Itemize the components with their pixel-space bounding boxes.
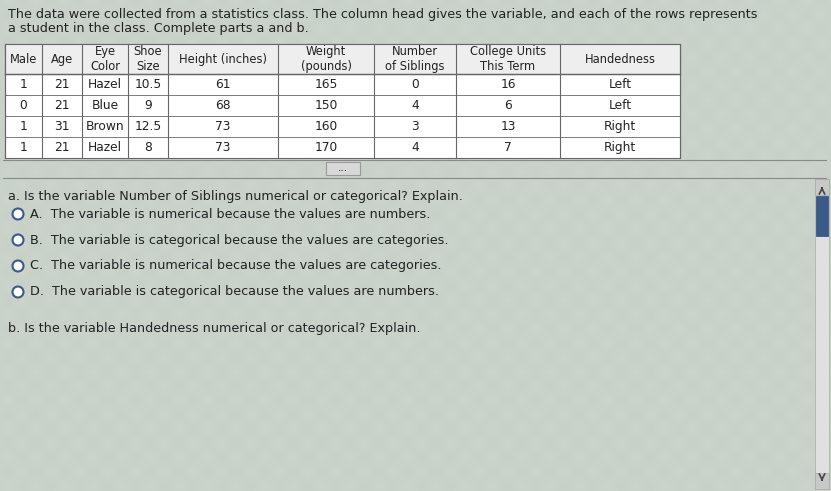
Bar <box>816 196 828 236</box>
Text: 8: 8 <box>144 141 152 154</box>
Text: D.  The variable is categorical because the values are numbers.: D. The variable is categorical because t… <box>30 285 439 299</box>
Text: Height (inches): Height (inches) <box>179 53 267 65</box>
Text: 0: 0 <box>411 78 419 91</box>
Text: 68: 68 <box>215 99 231 112</box>
Text: 0: 0 <box>20 99 27 112</box>
Text: 1: 1 <box>20 78 27 91</box>
Text: College Units
This Term: College Units This Term <box>470 45 546 73</box>
Bar <box>326 162 360 174</box>
Text: 73: 73 <box>215 141 231 154</box>
Text: The data were collected from a statistics class. The column head gives the varia: The data were collected from a statistic… <box>8 8 758 21</box>
Text: 21: 21 <box>54 141 70 154</box>
Text: a. Is the variable Number of Siblings numerical or categorical? Explain.: a. Is the variable Number of Siblings nu… <box>8 190 463 203</box>
Text: 1: 1 <box>20 141 27 154</box>
Bar <box>815 473 829 489</box>
Text: 61: 61 <box>215 78 231 91</box>
Text: 13: 13 <box>500 120 516 133</box>
Text: C.  The variable is numerical because the values are categories.: C. The variable is numerical because the… <box>30 260 441 273</box>
Text: Blue: Blue <box>91 99 119 112</box>
Text: Male: Male <box>10 53 37 65</box>
Circle shape <box>12 209 23 219</box>
Text: 160: 160 <box>314 120 337 133</box>
Text: ...: ... <box>337 163 347 173</box>
Text: Left: Left <box>608 78 632 91</box>
Text: Age: Age <box>51 53 73 65</box>
Text: Shoe
Size: Shoe Size <box>134 45 162 73</box>
Text: 10.5: 10.5 <box>135 78 161 91</box>
Bar <box>815 179 829 195</box>
Text: Number
of Siblings: Number of Siblings <box>386 45 445 73</box>
Circle shape <box>12 261 23 272</box>
Text: 21: 21 <box>54 99 70 112</box>
Text: A.  The variable is numerical because the values are numbers.: A. The variable is numerical because the… <box>30 208 430 220</box>
Text: 4: 4 <box>411 99 419 112</box>
Text: 170: 170 <box>314 141 337 154</box>
Text: Handedness: Handedness <box>584 53 656 65</box>
Text: 7: 7 <box>504 141 512 154</box>
Text: 16: 16 <box>500 78 516 91</box>
Text: a student in the class. Complete parts a and b.: a student in the class. Complete parts a… <box>8 22 309 35</box>
Text: 31: 31 <box>54 120 70 133</box>
Text: Left: Left <box>608 99 632 112</box>
Text: b. Is the variable Handedness numerical or categorical? Explain.: b. Is the variable Handedness numerical … <box>8 322 420 335</box>
Text: Brown: Brown <box>86 120 125 133</box>
Text: Hazel: Hazel <box>88 141 122 154</box>
Bar <box>5 44 680 158</box>
Text: 21: 21 <box>54 78 70 91</box>
Text: 3: 3 <box>411 120 419 133</box>
Text: 9: 9 <box>144 99 152 112</box>
Text: 165: 165 <box>314 78 337 91</box>
Text: Right: Right <box>604 141 636 154</box>
Text: 1: 1 <box>20 120 27 133</box>
Circle shape <box>12 287 23 298</box>
Text: Right: Right <box>604 120 636 133</box>
Text: Hazel: Hazel <box>88 78 122 91</box>
Text: 12.5: 12.5 <box>135 120 161 133</box>
Bar <box>5 44 680 74</box>
Text: 6: 6 <box>504 99 512 112</box>
Bar <box>815 179 829 489</box>
Text: 150: 150 <box>314 99 337 112</box>
Circle shape <box>12 235 23 246</box>
Text: Eye
Color: Eye Color <box>90 45 120 73</box>
Text: Weight
(pounds): Weight (pounds) <box>301 45 352 73</box>
Text: 4: 4 <box>411 141 419 154</box>
Text: 73: 73 <box>215 120 231 133</box>
Text: B.  The variable is categorical because the values are categories.: B. The variable is categorical because t… <box>30 234 449 246</box>
